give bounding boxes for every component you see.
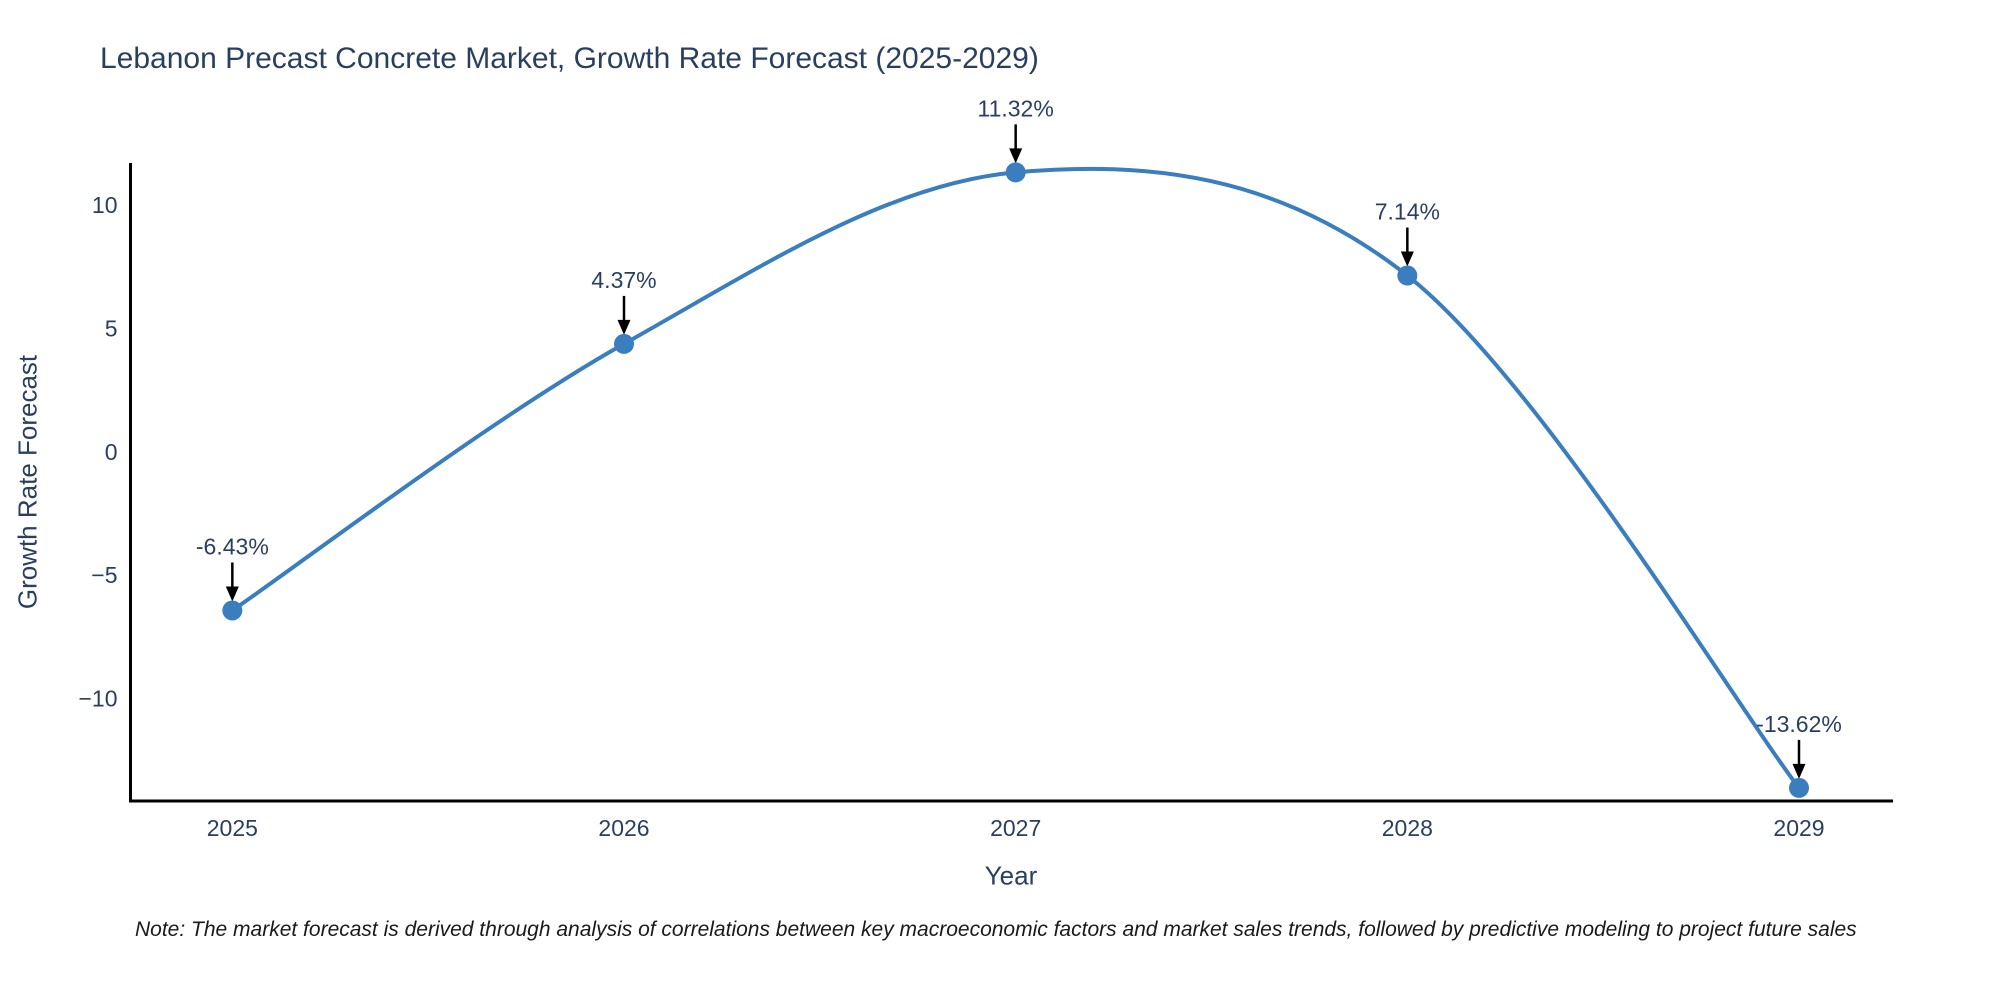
y-axis-title: Growth Rate Forecast <box>12 354 43 610</box>
x-axis-title: Year <box>984 860 1038 891</box>
chart-title: Lebanon Precast Concrete Market, Growth … <box>100 42 1039 75</box>
data-point[interactable] <box>222 600 243 621</box>
y-tick-label: −10 <box>78 686 117 712</box>
annotation-arrow-head <box>1792 763 1806 779</box>
annotation-arrow-head <box>617 319 631 335</box>
x-tick-label: 2027 <box>990 815 1041 841</box>
point-annotation: 7.14% <box>1375 199 1440 225</box>
x-tick-label: 2025 <box>207 815 258 841</box>
data-point[interactable] <box>1789 777 1809 798</box>
data-point[interactable] <box>1397 265 1418 286</box>
point-annotation: 4.37% <box>591 267 656 293</box>
point-annotation: -13.62% <box>1756 711 1842 737</box>
data-point[interactable] <box>614 333 634 354</box>
point-annotation: 11.32% <box>978 95 1054 121</box>
point-annotation: -6.43% <box>196 533 269 559</box>
footnote: Note: The market forecast is derived thr… <box>135 918 1857 941</box>
forecast-line <box>230 166 1801 790</box>
annotation-arrow-head <box>225 586 239 602</box>
y-tick-label: 5 <box>105 315 118 341</box>
x-tick-label: 2028 <box>1382 815 1433 841</box>
y-tick-label: 10 <box>92 192 118 218</box>
y-tick-label: 0 <box>105 439 118 465</box>
y-tick-label: −5 <box>91 562 117 588</box>
x-tick-label: 2026 <box>598 815 649 841</box>
x-tick-label: 2029 <box>1773 815 1824 841</box>
data-point[interactable] <box>1005 162 1026 183</box>
annotation-arrow-head <box>1009 148 1023 164</box>
annotation-arrow-head <box>1400 251 1414 267</box>
